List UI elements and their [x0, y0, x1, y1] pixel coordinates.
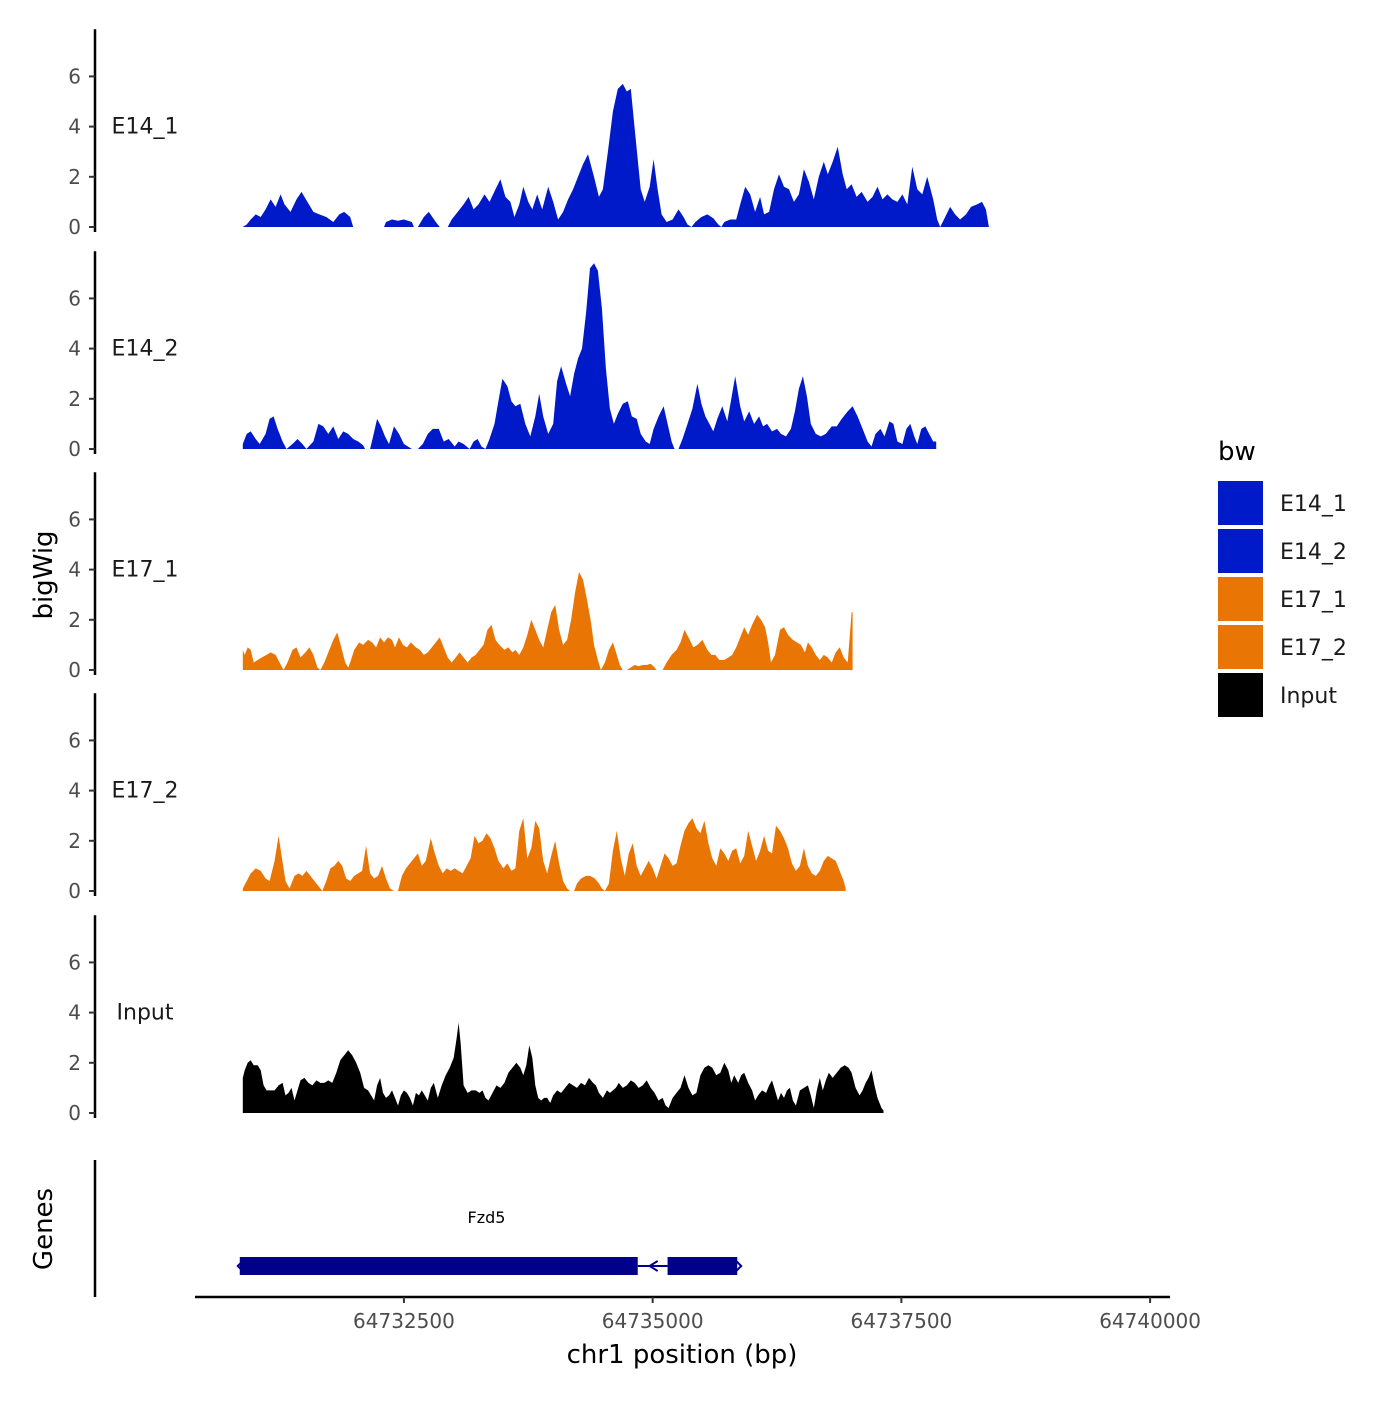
y-tick-label-E14_2-2: 2 [68, 387, 81, 411]
y-tick-label-E14_1-0: 0 [68, 215, 81, 239]
y-tick-label-E17_1-4: 4 [68, 558, 81, 582]
y-tick-label-E17_2-6: 6 [68, 728, 81, 752]
y-tick-label-E14_2-4: 4 [68, 337, 81, 361]
track-area-E17_2 [242, 818, 846, 891]
y-tick-label-E14_1-2: 2 [68, 165, 81, 189]
y-tick-label-E17_1-2: 2 [68, 608, 81, 632]
x-axis-title: chr1 position (bp) [567, 1340, 798, 1370]
y-tick-label-E17_2-4: 4 [68, 779, 81, 803]
legend-key-E14_2 [1218, 529, 1263, 573]
gene-strand-arrow-Fzd5 [647, 1260, 659, 1272]
gene-exon-Fzd5-1 [239, 1257, 638, 1275]
y-tick-label-E17_1-0: 0 [68, 658, 81, 682]
legend-title: bw [1218, 437, 1256, 467]
track-label-E17_1: E17_1 [112, 557, 179, 582]
track-label-E14_1: E14_1 [112, 114, 179, 139]
legend-label-E17_2: E17_2 [1280, 636, 1347, 661]
legend-key-E17_1 [1218, 577, 1263, 621]
gene-label-Fzd5: Fzd5 [468, 1208, 506, 1227]
track-label-E17_2: E17_2 [112, 778, 179, 803]
legend-key-Input [1218, 673, 1263, 717]
legend-key-E14_1 [1218, 481, 1263, 525]
track-area-E14_1 [242, 83, 989, 228]
y-tick-label-Input-0: 0 [68, 1101, 81, 1125]
track-area-Input [242, 1022, 884, 1113]
y-tick-label-E14_2-0: 0 [68, 437, 81, 461]
legend-label-E14_2: E14_2 [1280, 540, 1347, 565]
genes-axis-title: Genes [29, 1188, 59, 1270]
legend-key-E17_2 [1218, 625, 1263, 669]
legend-label-E14_1: E14_1 [1280, 492, 1347, 517]
y-tick-label-E17_1-6: 6 [68, 507, 81, 531]
legend-label-Input: Input [1280, 684, 1337, 709]
track-label-E14_2: E14_2 [112, 336, 179, 361]
y-tick-label-E14_2-6: 6 [68, 286, 81, 310]
track-area-E17_1 [242, 572, 853, 670]
x-tick-label-64735000: 64735000 [602, 1309, 704, 1333]
y-tick-label-E17_2-2: 2 [68, 829, 81, 853]
track-area-E14_2 [242, 263, 937, 449]
x-tick-label-64732500: 64732500 [353, 1309, 455, 1333]
y-tick-label-E14_1-4: 4 [68, 115, 81, 139]
y-tick-label-Input-4: 4 [68, 1001, 81, 1025]
legend-label-E17_1: E17_1 [1280, 588, 1347, 613]
gene-start-cap-Fzd5 [236, 1259, 245, 1273]
x-tick-label-64740000: 64740000 [1099, 1309, 1201, 1333]
y-tick-label-Input-6: 6 [68, 950, 81, 974]
y-axis-title: bigWig [29, 530, 59, 619]
track-label-Input: Input [117, 1000, 174, 1025]
gene-end-cap-Fzd5 [734, 1259, 743, 1273]
x-tick-label-64737500: 64737500 [850, 1309, 952, 1333]
y-tick-label-E17_2-0: 0 [68, 879, 81, 903]
gene-exon-Fzd5-2 [667, 1257, 738, 1275]
y-tick-label-E14_1-6: 6 [68, 64, 81, 88]
y-tick-label-Input-2: 2 [68, 1051, 81, 1075]
